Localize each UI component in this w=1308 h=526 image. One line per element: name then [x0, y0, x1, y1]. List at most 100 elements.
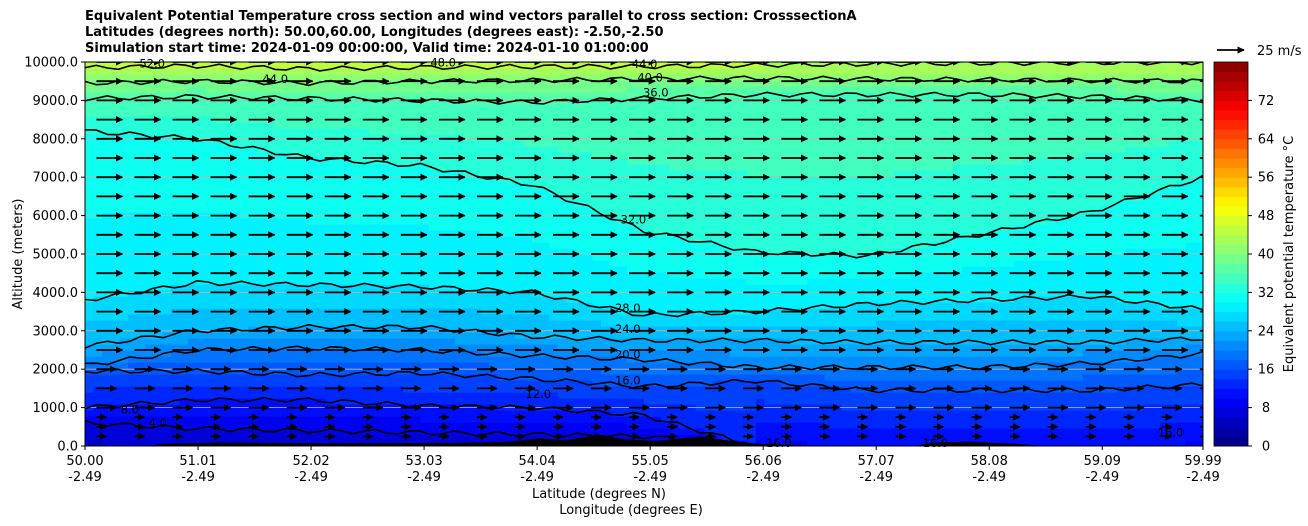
- field-cell: [231, 362, 241, 369]
- field-cell: [747, 314, 757, 321]
- field-cell: [317, 380, 327, 387]
- field-cell: [583, 368, 593, 375]
- field-cell: [394, 326, 404, 333]
- field-cell: [291, 164, 301, 171]
- field-cell: [755, 434, 765, 441]
- field-cell: [454, 128, 464, 135]
- field-cell: [110, 374, 120, 381]
- field-cell: [489, 92, 499, 99]
- field-cell: [231, 86, 241, 93]
- field-cell: [601, 242, 611, 249]
- field-cell: [343, 218, 353, 225]
- field-cell: [601, 296, 611, 303]
- field-cell: [592, 128, 602, 135]
- field-cell: [420, 338, 430, 345]
- field-cell: [196, 134, 206, 141]
- field-cell: [171, 266, 181, 273]
- field-cell: [291, 344, 301, 351]
- field-cell: [239, 242, 249, 249]
- field-cell: [618, 410, 628, 417]
- field-cell: [386, 290, 396, 297]
- field-cell: [446, 140, 456, 147]
- field-cell: [136, 134, 146, 141]
- field-cell: [222, 398, 232, 405]
- field-cell: [360, 152, 370, 159]
- field-cell: [196, 326, 206, 333]
- field-cell: [652, 296, 662, 303]
- field-cell: [626, 242, 636, 249]
- field-cell: [394, 314, 404, 321]
- field-cell: [153, 386, 163, 393]
- field-cell: [325, 302, 335, 309]
- field-cell: [196, 140, 206, 147]
- field-cell: [618, 398, 628, 405]
- field-cell: [231, 224, 241, 231]
- field-cell: [532, 122, 542, 129]
- field-cell: [394, 68, 404, 75]
- field-cell: [282, 284, 292, 291]
- field-cell: [179, 140, 189, 147]
- field-cell: [454, 398, 464, 405]
- field-cell: [343, 434, 353, 441]
- field-cell: [360, 284, 370, 291]
- field-cell: [248, 302, 258, 309]
- field-cell: [317, 218, 327, 225]
- field-cell: [171, 356, 181, 363]
- field-cell: [583, 230, 593, 237]
- field-cell: [661, 122, 671, 129]
- field-cell: [463, 68, 473, 75]
- field-cell: [179, 224, 189, 231]
- field-cell: [515, 164, 525, 171]
- field-cell: [480, 182, 490, 189]
- field-cell: [678, 338, 688, 345]
- field-cell: [497, 122, 507, 129]
- field-cell: [575, 86, 585, 93]
- field-cell: [661, 260, 671, 267]
- field-cell: [532, 374, 542, 381]
- field-cell: [128, 272, 138, 279]
- field-cell: [454, 278, 464, 285]
- field-cell: [730, 158, 740, 165]
- field-cell: [153, 170, 163, 177]
- field-cell: [196, 320, 206, 327]
- field-cell: [575, 314, 585, 321]
- field-cell: [609, 140, 619, 147]
- field-cell: [661, 290, 671, 297]
- field-cell: [128, 92, 138, 99]
- field-cell: [532, 266, 542, 273]
- field-cell: [472, 278, 482, 285]
- field-cell: [532, 398, 542, 405]
- field-cell: [652, 92, 662, 99]
- field-cell: [721, 68, 731, 75]
- field-cell: [403, 224, 413, 231]
- field-cell: [102, 326, 112, 333]
- field-cell: [420, 218, 430, 225]
- field-cell: [721, 374, 731, 381]
- field-cell: [119, 236, 129, 243]
- field-cell: [472, 386, 482, 393]
- field-cell: [463, 146, 473, 153]
- field-cell: [489, 128, 499, 135]
- field-cell: [188, 104, 198, 111]
- field-cell: [325, 332, 335, 339]
- field-cell: [463, 272, 473, 279]
- field-cell: [368, 356, 378, 363]
- field-cell: [162, 146, 172, 153]
- field-cell: [583, 152, 593, 159]
- field-cell: [463, 434, 473, 441]
- field-cell: [549, 74, 559, 81]
- field-cell: [446, 188, 456, 195]
- field-cell: [575, 398, 585, 405]
- field-cell: [592, 284, 602, 291]
- field-cell: [274, 392, 284, 399]
- field-cell: [291, 350, 301, 357]
- field-cell: [730, 350, 740, 357]
- field-cell: [420, 68, 430, 75]
- field-cell: [274, 386, 284, 393]
- field-cell: [532, 356, 542, 363]
- field-cell: [532, 128, 542, 135]
- field-cell: [128, 380, 138, 387]
- field-cell: [540, 224, 550, 231]
- field-cell: [532, 188, 542, 195]
- field-cell: [678, 410, 688, 417]
